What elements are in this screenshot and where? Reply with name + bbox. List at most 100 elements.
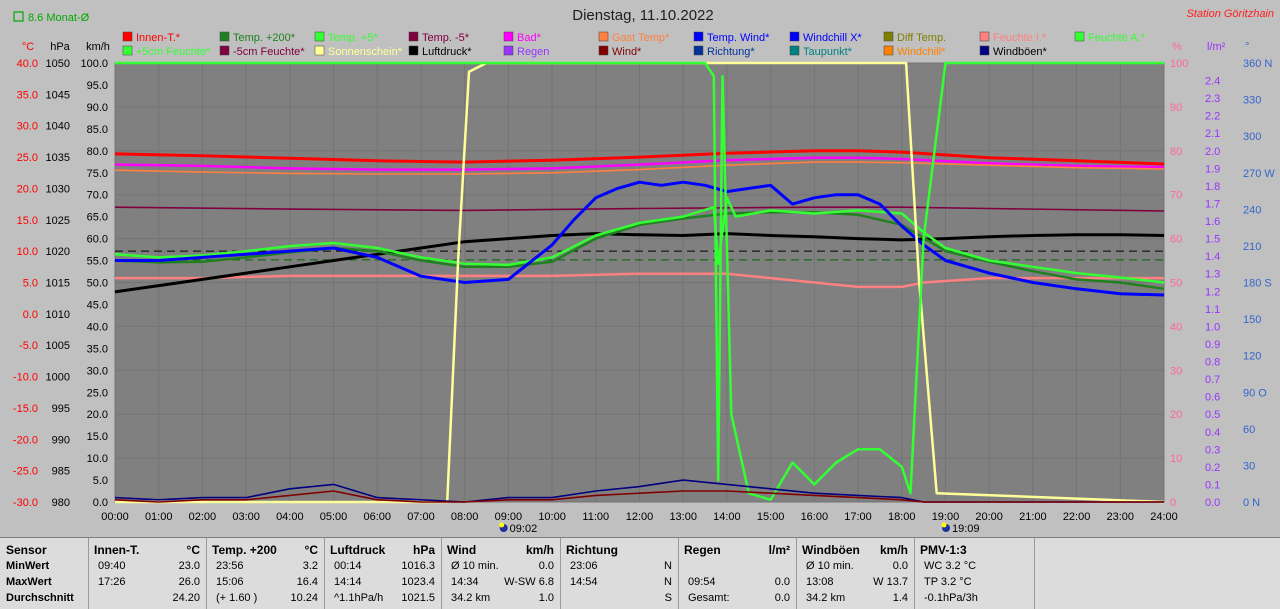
right-axis-tick: 1.4 (1205, 251, 1220, 263)
right-axis-tick: 180 S (1243, 278, 1272, 290)
right-axis-tick: 0.1 (1205, 479, 1220, 491)
right-axis-tick: 300 (1243, 131, 1261, 143)
stats-row: 14:54 N (560, 574, 678, 590)
x-axis-tick: 07:00 (407, 511, 435, 523)
stats-row: S (560, 590, 678, 606)
left-axis-tick: 5.0 (93, 475, 108, 487)
stats-cell-time: 13:08 (806, 576, 834, 588)
left-axis-tick: 30.0 (87, 365, 108, 377)
x-axis-tick: 23:00 (1107, 511, 1135, 523)
stats-header: PMV-1:3 (914, 542, 1034, 558)
series-line (114, 161, 1165, 175)
left-axis-tick: 75.0 (87, 168, 108, 180)
stats-row: 34.2 km 1.4 (796, 590, 914, 606)
right-axis-tick: 0.7 (1205, 374, 1220, 386)
right-axis-tick: 1.6 (1205, 216, 1220, 228)
right-axis-tick: 20 (1170, 409, 1182, 421)
right-axis-tick: 0.8 (1205, 357, 1220, 369)
legend: Innen-T.* Temp. +200* Temp. +5* Temp. -5* Ba… (122, 31, 1146, 58)
legend-swatch (789, 45, 800, 56)
stats-header-name: Regen (684, 543, 721, 557)
stats-header: Richtung (560, 542, 678, 558)
stats-column: Sensor MinWert MaxWert Durchschnitt (0, 538, 89, 609)
stats-cell-time: 17:26 (98, 576, 126, 588)
left-axis-unit: °C (22, 41, 34, 53)
stats-cell-time: TP 3.2 °C (924, 576, 972, 588)
weather-chart: °C 40.0 35.0 30.0 25.0 20.0 15.0 10.0 5.0 0.0 -5.0… (12, 7, 1276, 535)
stats-header-name: Innen-T. (94, 543, 140, 557)
stats-cell-time: 14:54 (570, 576, 598, 588)
stats-row: Ø 10 min. 0.0 (796, 558, 914, 574)
right-axis-tick: 1.3 (1205, 269, 1220, 281)
left-axis-tick: 70.0 (87, 190, 108, 202)
right-axis-tick: 360 N (1243, 58, 1272, 70)
right-axis-tick: 100 (1170, 58, 1188, 70)
left-axis-tick: 65.0 (87, 212, 108, 224)
x-axis-tick: 14:00 (713, 511, 741, 523)
legend-label: -5cm Feuchte* (233, 46, 305, 58)
left-axis-tick: -25.0 (13, 466, 38, 478)
stats-cell-time: 15:06 (216, 576, 244, 588)
stats-row: 09:54 0.0 (678, 574, 796, 590)
stats-row: -0.1hPa/3h (914, 590, 1034, 606)
right-axis-tick: 0 (1170, 497, 1176, 509)
x-axis-tick: 02:00 (189, 511, 217, 523)
left-axis-tick: 25.0 (17, 152, 38, 164)
stats-cell-value: 1.4 (892, 592, 908, 604)
right-axis-tick: 2.0 (1205, 146, 1220, 158)
stats-row: 14:14 1023.4 (324, 574, 441, 590)
stats-cell-value: N (664, 576, 672, 588)
stats-row: 23:06 N (560, 558, 678, 574)
right-axis-tick: 90 O (1243, 387, 1267, 399)
right-axis-tick: 0.6 (1205, 392, 1220, 404)
x-axis-tick: 05:00 (320, 511, 348, 523)
stats-cell-value: 26.0 (178, 576, 200, 588)
grid-lines (114, 62, 1165, 503)
left-axis-tick: 5.0 (23, 278, 38, 290)
stats-row (678, 558, 796, 574)
left-axis-tick: 90.0 (87, 102, 108, 114)
x-axis-tick: 04:00 (276, 511, 304, 523)
series-layer (114, 61, 1165, 504)
legend-swatch (598, 31, 609, 42)
right-axis-tick: 2.2 (1205, 111, 1220, 123)
right-axis-unit: ° (1245, 41, 1249, 53)
legend-swatch (408, 45, 419, 56)
left-axis-tick: -20.0 (13, 434, 38, 446)
legend-label: Diff Temp. (897, 32, 946, 44)
stats-cell-value: 0.0 (774, 576, 790, 588)
stats-row: Gesamt: 0.0 (678, 590, 796, 606)
right-axis-tick: 150 (1243, 314, 1261, 326)
legend-label: +5cm Feuchte* (136, 46, 211, 58)
right-axis-tick: 80 (1170, 146, 1182, 158)
right-axis-tick: 2.4 (1205, 76, 1220, 88)
sun-marker-icon (941, 522, 947, 528)
station-name: Station Göritzhain (1187, 8, 1274, 20)
left-axis-tick: 55.0 (87, 256, 108, 268)
right-axis-tick: 120 (1243, 351, 1261, 363)
left-axis-tick: 1045 (46, 89, 70, 101)
legend-swatch (122, 31, 133, 42)
stats-column: PMV-1:3 WC 3.2 °C TP 3.2 °C -0.1hPa/3h (914, 538, 1035, 609)
x-axis-tick: 09:00 (495, 511, 523, 523)
stats-row: 14:34 W-SW 6.8 (441, 574, 560, 590)
stats-cell-time: 14:14 (334, 576, 362, 588)
stats-row: MaxWert (0, 574, 88, 590)
right-axis-tick: 40 (1170, 321, 1182, 333)
right-axis-tick: 1.0 (1205, 321, 1220, 333)
right-axis-tick: 330 (1243, 95, 1261, 107)
x-axis-tick: 16:00 (801, 511, 829, 523)
legend-swatch (219, 31, 230, 42)
stats-cell-value: W 13.7 (873, 576, 908, 588)
stats-row-label: MaxWert (6, 576, 52, 588)
stats-header: Temp. +200 °C (206, 542, 324, 558)
legend-label: Regen (517, 46, 549, 58)
left-axis-tick: 45.0 (87, 299, 108, 311)
left-axis-tick: 10.0 (17, 246, 38, 258)
left-axis-tick: 10.0 (87, 453, 108, 465)
legend-label: Richtung* (707, 46, 755, 58)
left-axis-tick: -10.0 (13, 372, 38, 384)
left-axis-tick: 985 (52, 466, 70, 478)
x-axis-tick: 18:00 (888, 511, 916, 523)
left-axis-tick: 1020 (46, 246, 70, 258)
